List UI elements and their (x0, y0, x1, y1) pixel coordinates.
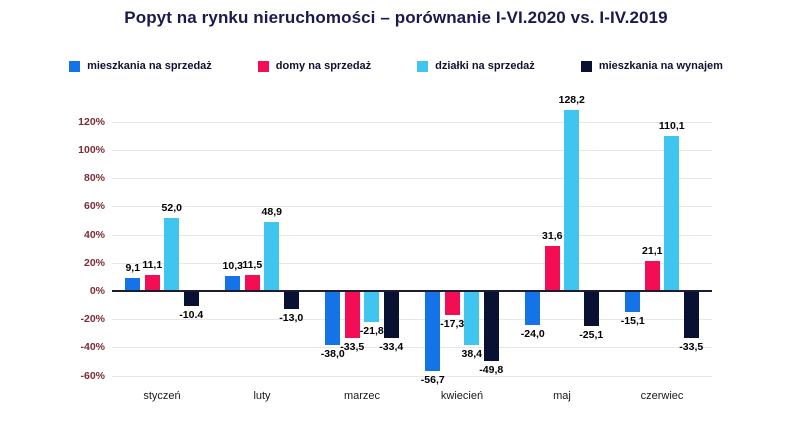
bar-value-label: -17,3 (440, 318, 465, 331)
bar (225, 276, 241, 291)
bar-value-label: 52,0 (161, 201, 182, 214)
bar (264, 222, 280, 291)
x-category-label: kwiecień (440, 390, 484, 402)
x-category-label: maj (553, 390, 571, 402)
legend-swatch-icon (580, 60, 592, 72)
y-tick-label: 120% (78, 115, 105, 128)
bar-value-label: 9,1 (125, 262, 141, 275)
gridline (112, 150, 712, 151)
x-category-label: czerwiec (640, 390, 684, 402)
bar (625, 291, 641, 313)
legend-label: mieszkania na wynajem (598, 60, 723, 72)
bar (344, 291, 360, 339)
bar (125, 278, 141, 291)
x-axis-line (112, 290, 712, 292)
y-tick-label: 80% (83, 172, 105, 185)
bar-value-label: -38,0 (320, 347, 345, 360)
bar (283, 291, 299, 310)
bar (544, 246, 560, 291)
y-tick-label: -20% (80, 313, 105, 326)
bar-value-label: -10.4 (179, 308, 204, 321)
legend: mieszkania na sprzedaż domy na sprzedaż dz… (0, 60, 792, 72)
legend-label: mieszkania na sprzedaż (87, 60, 212, 72)
bar (244, 274, 260, 291)
bar (383, 291, 399, 339)
legend-item: domy na sprzedaż (257, 60, 372, 72)
bar-value-label: -15,1 (620, 315, 645, 328)
bar-value-label: 11,1 (142, 259, 163, 272)
bar-value-label: -33,4 (379, 341, 404, 354)
bar (164, 217, 180, 291)
gridline (112, 234, 712, 236)
bar-value-label: 11,5 (242, 258, 263, 271)
chart-title: Popyt na rynku nieruchomości – porównani… (124, 8, 668, 27)
legend-swatch-icon (69, 60, 81, 72)
bar-value-label: -13,0 (279, 312, 304, 325)
y-tick-label: 20% (83, 256, 105, 269)
y-tick-label: -60% (80, 369, 105, 382)
legend-swatch-icon (257, 60, 269, 72)
bar-value-label: 110,1 (658, 119, 685, 132)
x-category-label: luty (253, 390, 271, 402)
legend-item: mieszkania na wynajem (580, 60, 723, 72)
gridline (112, 206, 712, 208)
y-tick-label: 60% (83, 200, 105, 213)
bar (183, 291, 199, 306)
y-tick-label: -40% (80, 341, 105, 354)
bar-value-label: 128,2 (558, 94, 585, 107)
legend-item: mieszkania na sprzedaż (69, 60, 212, 72)
bar-value-label: 21,1 (642, 245, 663, 258)
bar-value-label: 10,3 (222, 260, 243, 273)
bar-value-label: 31,6 (542, 230, 563, 243)
bar (444, 291, 460, 316)
bar-value-label: -56,7 (420, 373, 445, 386)
y-tick-label: 40% (83, 228, 105, 241)
gridline (112, 375, 712, 377)
bar (483, 291, 499, 362)
bar-value-label: -33,5 (679, 341, 704, 354)
gridline (112, 121, 712, 123)
bar-value-label: 38,4 (461, 348, 482, 361)
legend-label: działki na sprzedaż (435, 60, 535, 72)
y-tick-label: 0% (89, 285, 105, 297)
bar (325, 291, 341, 345)
bar (364, 291, 380, 322)
gridline (112, 262, 712, 264)
gridline (112, 178, 712, 180)
bar-value-label: 48,9 (261, 206, 282, 219)
legend-swatch-icon (417, 60, 429, 72)
bar-value-label: -33,5 (340, 341, 365, 354)
bar (425, 291, 441, 371)
gridline (112, 319, 712, 321)
bar (683, 291, 699, 339)
y-tick-label: 100% (78, 144, 105, 156)
bar-value-label: -49,8 (479, 364, 504, 377)
bar-value-label: -25,1 (579, 329, 604, 342)
bar (144, 275, 160, 291)
bar (664, 135, 680, 291)
legend-label: domy na sprzedaż (275, 60, 372, 72)
x-category-label: marzec (343, 390, 381, 402)
bar-value-label: -21,8 (359, 324, 384, 337)
gridline (112, 347, 712, 349)
bar (644, 261, 660, 291)
bar (525, 291, 541, 325)
bar-value-label: -24,0 (520, 327, 545, 340)
x-category-label: styczeń (143, 390, 181, 402)
bar (564, 110, 580, 291)
legend-item: działki na sprzedaż (417, 60, 535, 72)
bar (464, 291, 480, 346)
bar (583, 291, 599, 327)
